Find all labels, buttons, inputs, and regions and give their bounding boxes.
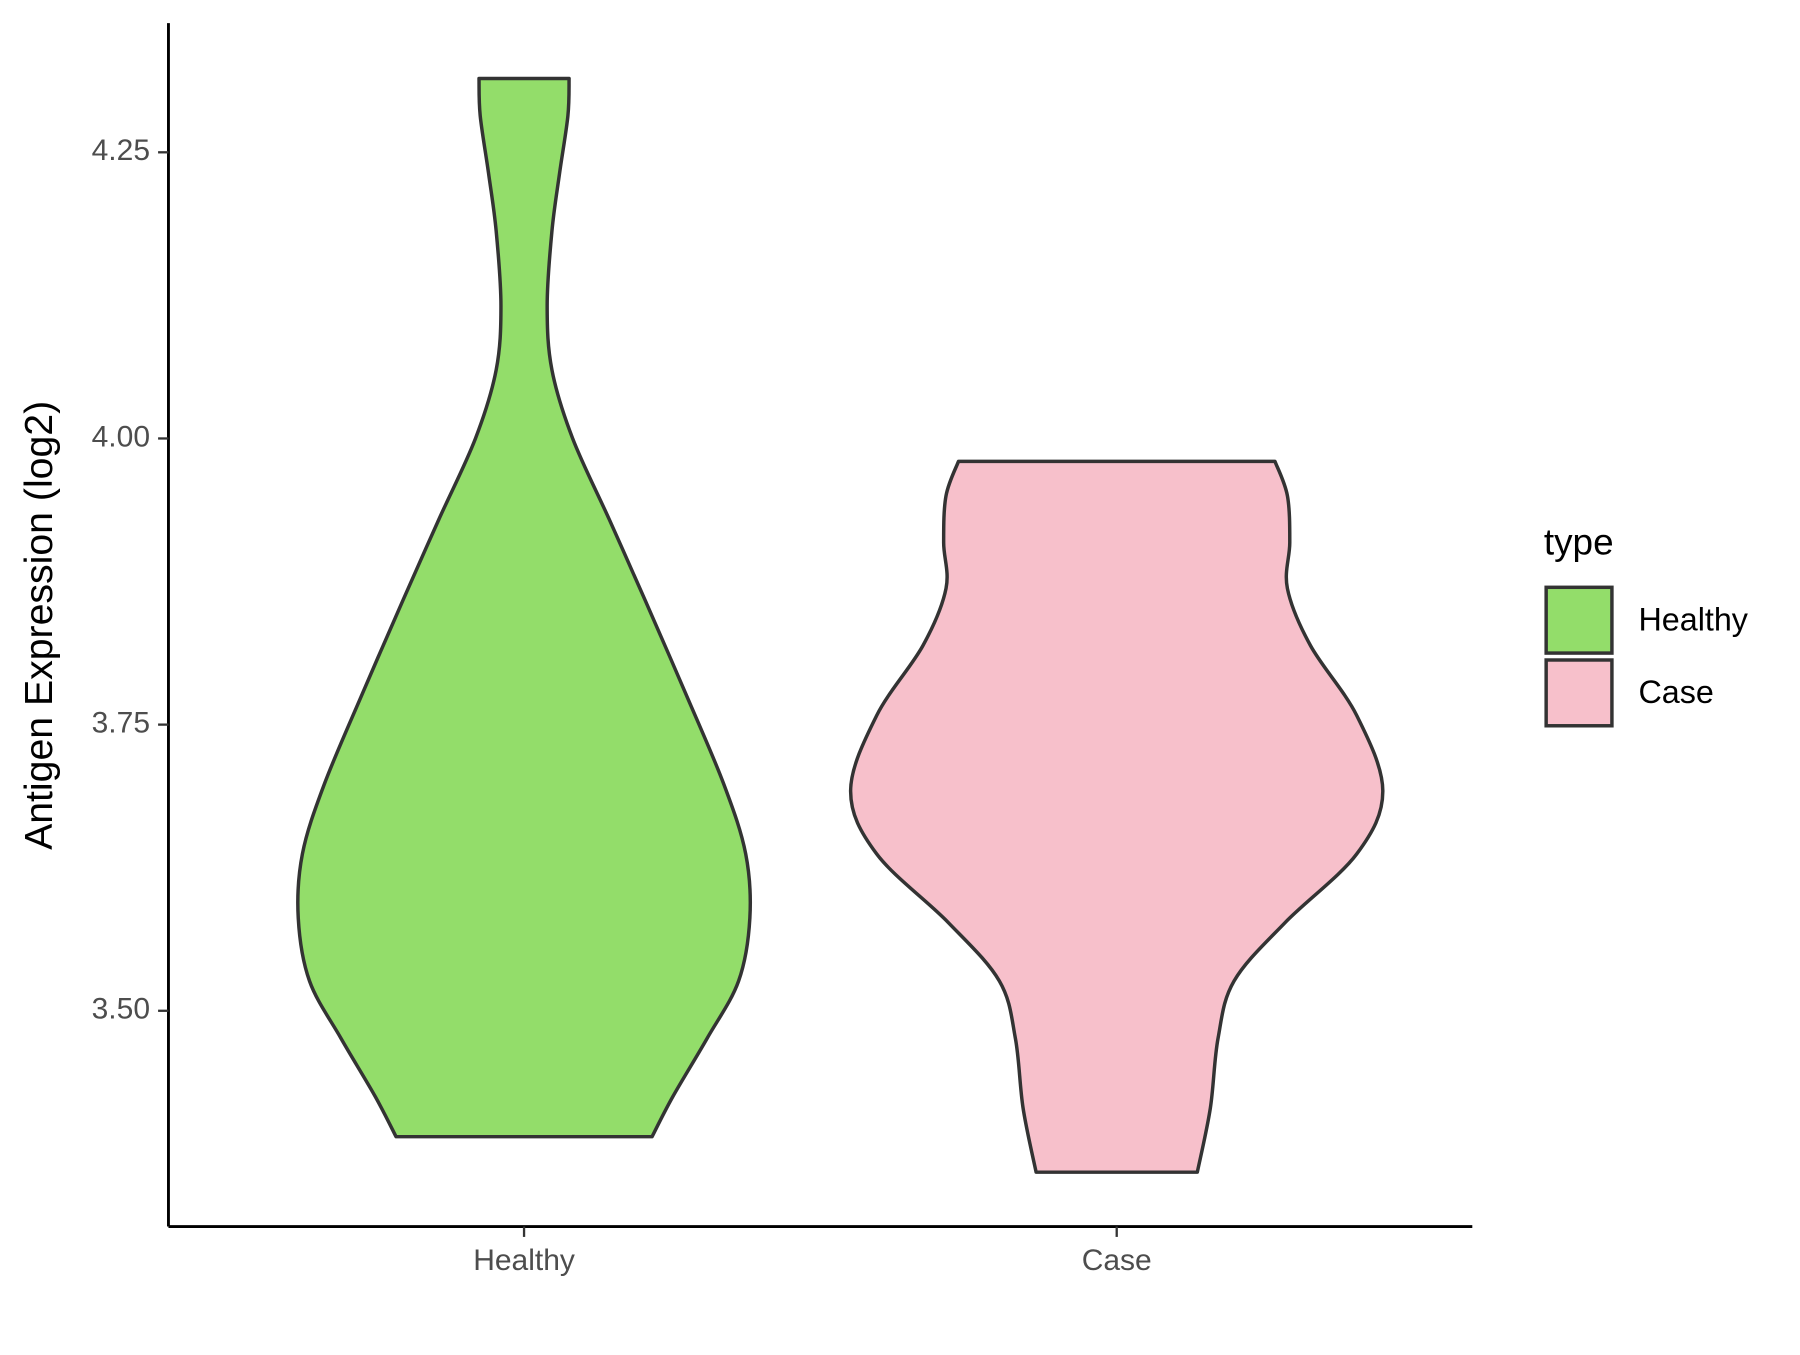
y-tick-label: 3.75 [92,707,150,740]
y-tick-label: 4.25 [92,134,150,167]
legend-label: Healthy [1638,601,1748,637]
y-tick-label: 3.50 [92,993,150,1026]
legend-key [1544,585,1614,655]
legend-key [1544,658,1614,728]
violin [296,76,753,1139]
legend-title: type [1544,521,1614,562]
x-tick-label: Case [1082,1244,1152,1277]
violin [848,459,1385,1174]
y-axis-label: Antigen Expression (log2) [17,401,61,850]
legend-label: Case [1638,674,1713,710]
y-tick-label: 4.00 [92,420,150,453]
x-tick-label: Healthy [473,1244,575,1277]
